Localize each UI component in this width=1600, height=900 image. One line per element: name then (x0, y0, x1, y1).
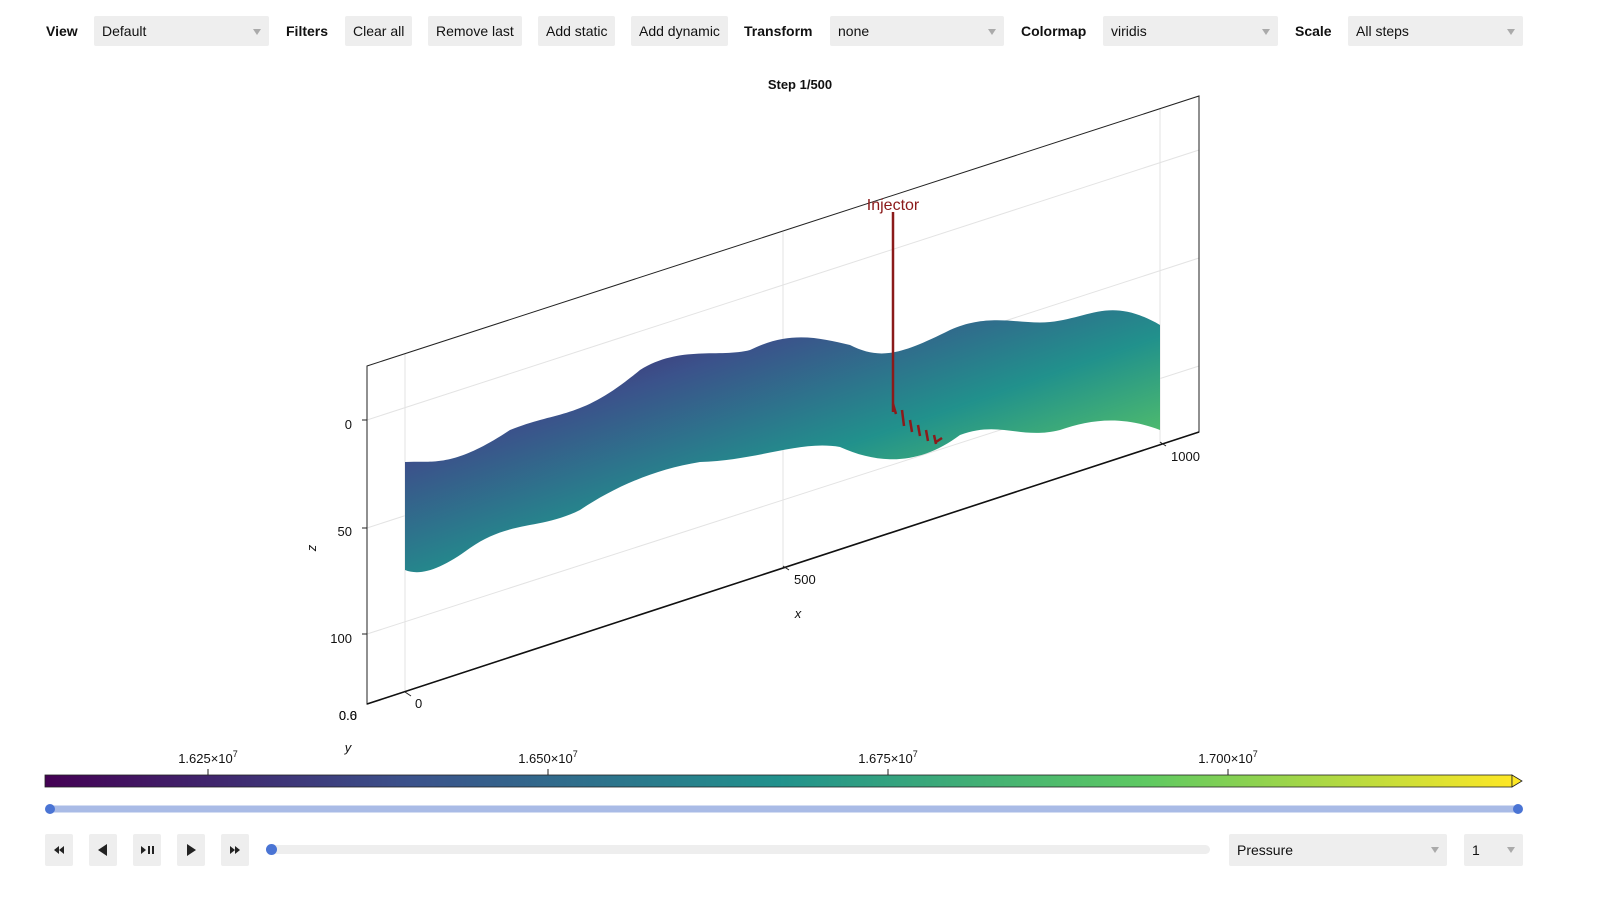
scale-label: Scale (1295, 23, 1332, 39)
x-tick-label: 1000 (1171, 449, 1200, 464)
icon (54, 846, 64, 854)
ticks (362, 419, 1167, 697)
tick-mantissa: 1.700×10 (1198, 751, 1253, 766)
tick-exponent: 7 (913, 749, 918, 759)
tick-exponent: 7 (233, 749, 238, 759)
x-axis-label: x (794, 606, 802, 621)
colorbar-tick-label: 1.675×107 (858, 749, 918, 766)
icon (141, 846, 154, 854)
colormap-dropdown[interactable]: viridis (1103, 16, 1278, 46)
z-axis-label: z (304, 544, 319, 552)
step-slider[interactable] (270, 845, 1210, 854)
tick-mantissa: 1.675×10 (858, 751, 913, 766)
icon (187, 844, 196, 856)
icon (98, 844, 107, 856)
scale-dropdown[interactable]: All steps (1348, 16, 1523, 46)
first-step-button[interactable] (45, 834, 73, 866)
colorbar-tick-label: 1.625×107 (178, 749, 238, 766)
colorbar (44, 774, 1513, 788)
y-tick-label: 0.0 (339, 708, 357, 723)
colorbar-tick-label: 1.650×107 (518, 749, 578, 766)
z-tick-label: 0 (345, 417, 352, 432)
view-label: View (46, 23, 78, 39)
transform-dropdown[interactable]: none (830, 16, 1004, 46)
tick-mantissa: 1.625×10 (178, 751, 233, 766)
filters-label: Filters (286, 23, 329, 39)
z-tick-label: 100 (330, 631, 352, 646)
variable-dropdown[interactable]: Pressure (1229, 834, 1447, 866)
y-tick-label: 0.6 (339, 708, 357, 723)
clear-all-button[interactable]: Clear all (345, 16, 413, 46)
colorbar-ticks: 1.625×107 1.650×107 1.675×107 1.700×107 (178, 749, 1258, 775)
index-dropdown[interactable]: 1 (1464, 834, 1523, 866)
add-dynamic-button[interactable]: Add dynamic (631, 16, 728, 46)
range-slider-start[interactable] (45, 804, 55, 814)
last-step-button[interactable] (221, 834, 249, 866)
play-pause-button[interactable] (133, 834, 161, 866)
z-tick-label: 50 (338, 524, 352, 539)
tick-mantissa: 1.650×10 (518, 751, 573, 766)
view-dropdown[interactable]: Default (94, 16, 269, 46)
range-slider-end[interactable] (1513, 804, 1523, 814)
tick-exponent: 7 (1253, 749, 1258, 759)
x-tick-label: 0 (415, 696, 422, 711)
injector-well (891, 212, 943, 445)
reservoir-surface (405, 310, 1160, 573)
play-button[interactable] (177, 834, 205, 866)
transform-label: Transform (744, 23, 813, 39)
x-tick-label: 500 (794, 572, 816, 587)
colorbar-extend (1511, 774, 1523, 788)
colormap-label: Colormap (1021, 23, 1087, 39)
colorbar-tick-label: 1.700×107 (1198, 749, 1258, 766)
icon (230, 846, 240, 854)
step-slider-knob[interactable] (266, 844, 277, 855)
tick-exponent: 7 (573, 749, 578, 759)
plot: Step 1/500 Injector 0 50 100 0 500 1000 … (44, 77, 1523, 814)
well-label: Injector (867, 197, 920, 214)
plot-title: Step 1/500 (768, 77, 832, 92)
add-static-button[interactable]: Add static (538, 16, 616, 46)
x-axis (366, 431, 1200, 705)
y-axis-label: y (344, 740, 353, 755)
remove-last-button[interactable]: Remove last (428, 16, 522, 46)
step-back-button[interactable] (89, 834, 117, 866)
